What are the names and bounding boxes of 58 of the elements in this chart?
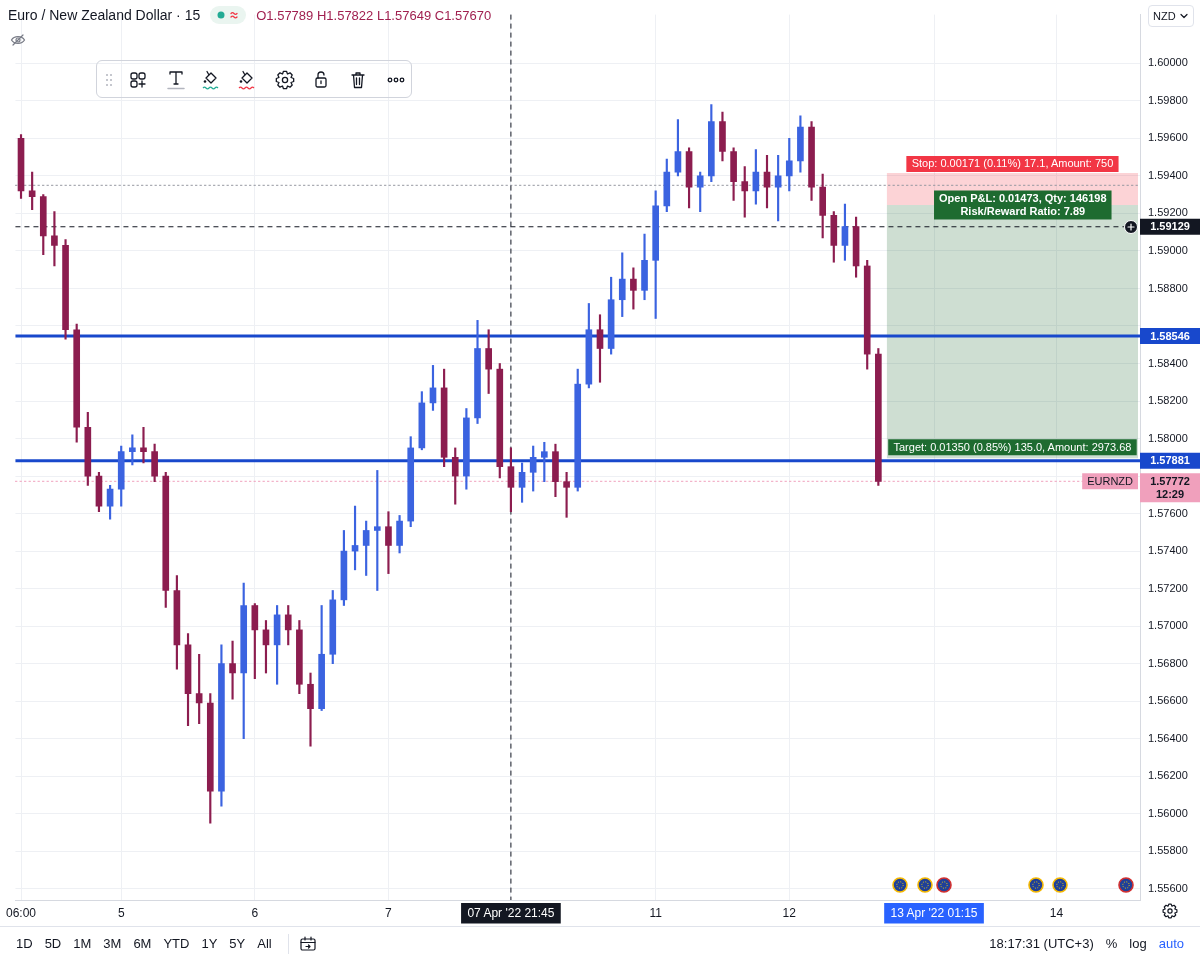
text: log xyxy=(1128,936,1148,951)
y-tick-label: 1.58000 xyxy=(1148,431,1188,444)
x-tick-label: 11 xyxy=(649,905,663,920)
band-label: Stop: 0.00171 (0.11%) 17.1, Amount: 750 xyxy=(911,157,1114,170)
text: auto xyxy=(1157,936,1185,951)
x-tick-label: 6 xyxy=(251,905,259,920)
candlestick xyxy=(385,511,392,574)
y-axis-title: NZD xyxy=(1153,10,1176,22)
y-tick-label: 1.56400 xyxy=(1148,731,1188,744)
y-tick-label: 1.56200 xyxy=(1148,769,1188,782)
y-tick-label: 1.59400 xyxy=(1148,168,1188,181)
y-tick-label: 1.55800 xyxy=(1148,844,1188,857)
band-label: Target: 0.01350 (0.85%) 135.0, Amount: 2973.68 xyxy=(893,440,1132,453)
annotation: Open P&L: 0.01473, Qty: 146198 Risk/Reward Ratio: 7.89 xyxy=(939,192,1107,218)
text: All xyxy=(256,936,273,951)
y-tick-label: 1.59000 xyxy=(1148,243,1188,256)
chart-title: Euro / New Zealand Dollar · 15 xyxy=(8,7,201,23)
text: 3M xyxy=(102,936,123,951)
x-tick-label: 14 xyxy=(1049,905,1064,920)
y-tick-label: 1.56800 xyxy=(1148,656,1188,669)
ref-line-label: 1.57772 12:29 xyxy=(1150,474,1190,500)
text: 6M xyxy=(132,936,153,951)
text: YTD xyxy=(162,936,191,951)
y-tick-label: 1.59600 xyxy=(1148,131,1188,144)
ref-line-label: 1.59129 xyxy=(1150,220,1190,233)
y-tick-label: 1.58800 xyxy=(1148,281,1188,294)
y-tick-label: 1.57600 xyxy=(1148,506,1188,519)
chart-subtitle: O1.57789 H1.57822 L1.57649 C1.57670 xyxy=(256,7,492,23)
x-tick-label: 5 xyxy=(117,905,125,920)
candlestick xyxy=(140,426,147,464)
y-tick-label: 1.57400 xyxy=(1148,544,1188,557)
y-tick-label: 1.56000 xyxy=(1148,806,1188,819)
y-tick-label: 1.59200 xyxy=(1148,206,1188,219)
text: 5D xyxy=(43,936,63,951)
ref-line-label: 1.58546 xyxy=(1150,329,1190,342)
y-tick-label: 1.57200 xyxy=(1148,581,1188,594)
text: 5Y xyxy=(228,936,247,951)
text: 1M xyxy=(72,936,93,951)
ref-line-label: 1.57881 xyxy=(1150,454,1190,467)
text: 18:17:31 (UTC+3) xyxy=(988,936,1095,951)
y-tick-label: 1.55600 xyxy=(1148,881,1188,894)
text: 1Y xyxy=(200,936,219,951)
y-tick-label: 1.57000 xyxy=(1148,619,1188,632)
y-tick-label: 1.56600 xyxy=(1148,694,1188,707)
x-tick-label: 12 xyxy=(782,905,797,920)
y-tick-label: 1.58200 xyxy=(1148,394,1188,407)
x-tick-label: 06:00 xyxy=(6,905,37,920)
candlestick xyxy=(229,640,236,700)
y-tick-label: 1.59800 xyxy=(1148,93,1188,106)
y-tick-label: 1.60000 xyxy=(1148,56,1188,69)
x-tick-label: 07 Apr '22 21:45 xyxy=(467,905,555,920)
x-tick-label: 7 xyxy=(385,905,393,920)
text: 1D xyxy=(15,936,34,951)
candlestick xyxy=(307,672,314,747)
x-tick-label: 13 Apr '22 01:15 xyxy=(890,905,978,920)
y-tick-label: 1.58400 xyxy=(1148,356,1188,369)
text: % xyxy=(1104,936,1119,951)
annotation: EURNZD xyxy=(1087,474,1134,487)
